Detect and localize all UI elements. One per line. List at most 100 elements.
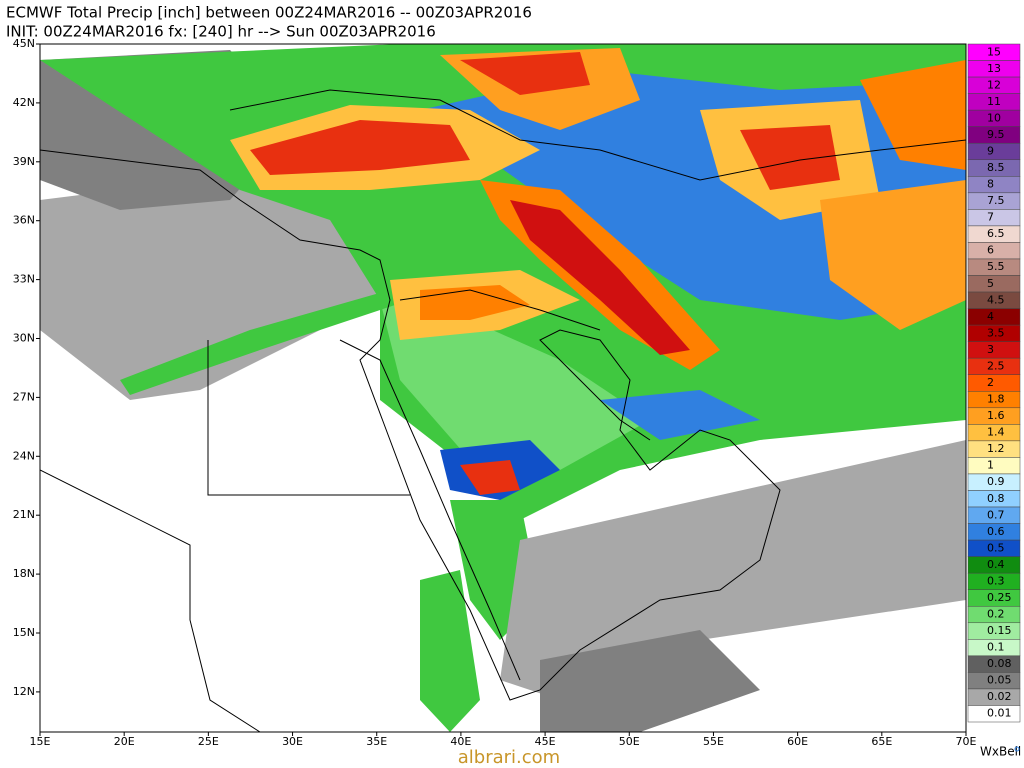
lat-label: 33N	[13, 273, 35, 286]
shade	[460, 460, 520, 495]
lon-label: 65E	[871, 735, 892, 748]
shade	[250, 120, 470, 175]
legend-swatch	[967, 176, 1021, 194]
lon-label: 30E	[282, 735, 303, 748]
legend-label: 0.2	[987, 608, 1005, 621]
lon-label: 20E	[114, 735, 135, 748]
legend-label: 9.5	[987, 128, 1005, 141]
legend-label: 0.01	[987, 707, 1012, 720]
shade	[600, 390, 760, 440]
legend-label: 0.5	[987, 541, 1005, 554]
legend-label: 1.8	[987, 393, 1005, 406]
lon-label: 15E	[30, 735, 51, 748]
legend-label: 0.05	[987, 674, 1012, 687]
legend-swatch	[967, 275, 1021, 293]
shade	[860, 60, 966, 170]
legend-label: 1	[987, 459, 994, 472]
lat-label: 12N	[13, 685, 35, 698]
legend-swatch	[967, 242, 1021, 260]
legend-swatch	[967, 308, 1021, 326]
legend-label: 0.9	[987, 475, 1005, 488]
lat-label: 36N	[13, 214, 35, 227]
coastline	[339, 339, 521, 681]
watermark: albrari.com	[458, 747, 560, 768]
border	[207, 340, 410, 496]
lat-label: 15N	[13, 626, 35, 639]
legend-label: 8	[987, 178, 994, 191]
lat-label: 45N	[13, 37, 35, 50]
legend-label: 2	[987, 376, 994, 389]
lon-label: 50E	[619, 735, 640, 748]
shade	[540, 630, 760, 732]
legend-label: 4.5	[987, 293, 1005, 306]
legend-label: 4	[987, 310, 994, 323]
legend-label: 10	[987, 111, 1001, 124]
legend-label: 3.5	[987, 326, 1005, 339]
shade	[380, 300, 650, 470]
legend-label: 11	[987, 95, 1001, 108]
legend-label: 0.3	[987, 574, 1005, 587]
legend-label: 12	[987, 78, 1001, 91]
legend-label: 9	[987, 144, 994, 157]
legend-label: 0.6	[987, 525, 1005, 538]
shade	[510, 200, 690, 355]
legend-label: 15	[987, 45, 1001, 58]
legend-label: 5	[987, 277, 994, 290]
title: ECMWF Total Precip [inch] between 00Z24M…	[6, 4, 532, 22]
precip-field	[40, 44, 966, 732]
lat-label: 24N	[13, 449, 35, 462]
shade	[460, 52, 590, 95]
coastline	[40, 149, 781, 701]
colorbar: 15131211109.598.587.576.565.554.543.532.…	[967, 43, 1021, 723]
shade	[420, 570, 480, 732]
coastline	[229, 89, 966, 181]
axis-labels: 15E 20E 25E 30E 35E 40E 45E 50E 55E 60E 65E 70E 45N 4…	[13, 37, 977, 748]
legend-swatch	[967, 142, 1021, 161]
legend-swatch	[967, 374, 1021, 392]
legend-label: 0.8	[987, 492, 1005, 505]
credit: WxBell	[980, 745, 1021, 759]
legend-label: 0.4	[987, 558, 1005, 571]
legend-label: 1.2	[987, 442, 1005, 455]
map-frame	[39, 43, 967, 733]
legend-label: 3	[987, 343, 994, 356]
lon-label: 55E	[703, 735, 724, 748]
legend-label: 0.25	[987, 591, 1012, 604]
shade	[740, 125, 840, 190]
border	[399, 289, 601, 331]
legend-label: 2.5	[987, 359, 1005, 372]
lon-label: 40E	[450, 735, 471, 748]
legend-label: 1.4	[987, 426, 1005, 439]
subtitle: INIT: 00Z24MAR2016 fx: [240] hr --> Sun …	[6, 23, 436, 41]
lon-label: 25E	[198, 735, 219, 748]
legend-label: 13	[987, 62, 1001, 75]
legend-label: 7.5	[987, 194, 1005, 207]
legend-label: 0.15	[987, 624, 1012, 637]
shade	[420, 285, 530, 320]
lon-label: 35E	[366, 735, 387, 748]
shade	[500, 440, 966, 700]
legend-swatch	[967, 457, 1021, 475]
lat-label: 18N	[13, 567, 35, 580]
lat-label: 27N	[13, 390, 35, 403]
shade	[40, 180, 380, 400]
legend-label: 0.02	[987, 690, 1012, 703]
legend-label: 5.5	[987, 260, 1005, 273]
lon-label: 45E	[535, 735, 556, 748]
border	[40, 469, 261, 732]
legend-label: 6	[987, 244, 994, 257]
credit-logo	[1014, 746, 1020, 752]
legend-label: 8.5	[987, 161, 1005, 174]
lat-label: 39N	[13, 155, 35, 168]
legend-label: 0.1	[987, 641, 1005, 654]
shade	[820, 180, 966, 330]
legend-label: 0.08	[987, 657, 1012, 670]
legend-swatch	[967, 341, 1021, 359]
legend-swatch	[967, 209, 1021, 227]
legend-label: 6.5	[987, 227, 1005, 240]
lon-label: 70E	[956, 735, 977, 748]
legend-swatch	[967, 705, 1021, 723]
shade	[120, 290, 395, 395]
